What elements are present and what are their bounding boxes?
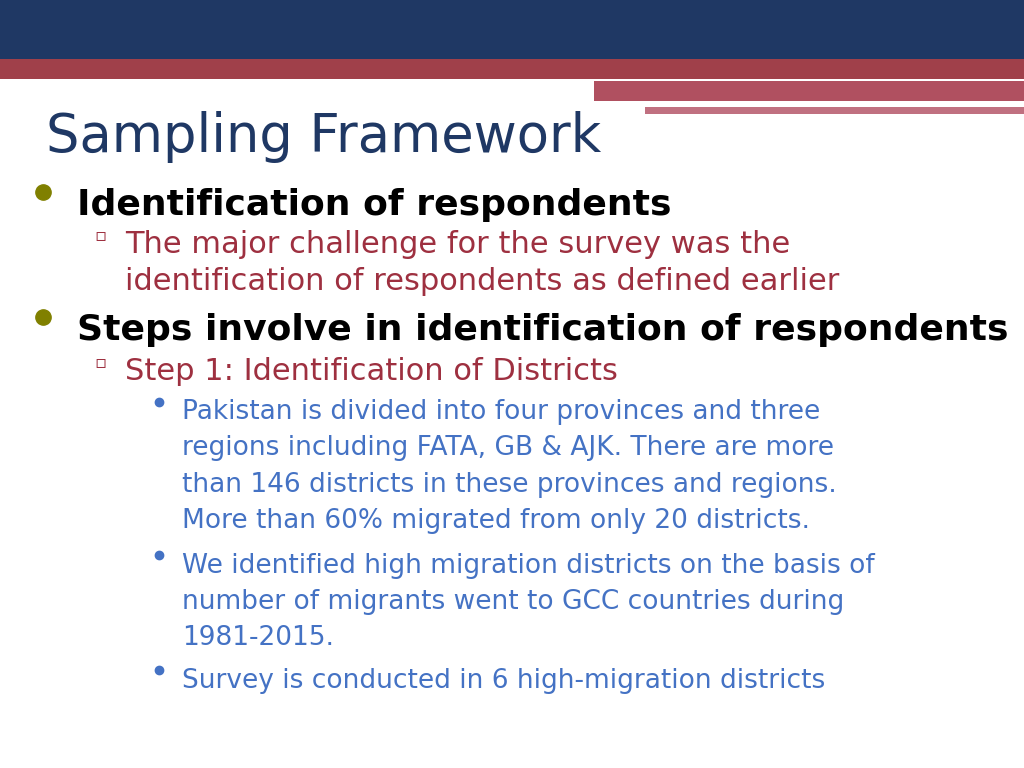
Text: Identification of respondents: Identification of respondents	[77, 188, 672, 222]
Text: 1981-2015.: 1981-2015.	[182, 625, 334, 651]
Bar	[0, 0, 1024, 59]
Text: number of migrants went to GCC countries during: number of migrants went to GCC countries…	[182, 589, 845, 615]
Text: More than 60% migrated from only 20 districts.: More than 60% migrated from only 20 dist…	[182, 508, 810, 534]
Bar	[594, 81, 1024, 101]
Text: ▫: ▫	[94, 227, 106, 245]
Bar	[645, 102, 1024, 107]
Text: than 146 districts in these provinces and regions.: than 146 districts in these provinces an…	[182, 472, 837, 498]
Text: Sampling Framework: Sampling Framework	[46, 111, 601, 164]
Text: ▫: ▫	[94, 354, 106, 372]
Text: Survey is conducted in 6 high-migration districts: Survey is conducted in 6 high-migration …	[182, 668, 825, 694]
Text: identification of respondents as defined earlier: identification of respondents as defined…	[125, 267, 840, 296]
Text: Pakistan is divided into four provinces and three: Pakistan is divided into four provinces …	[182, 399, 820, 425]
Text: regions including FATA, GB & AJK. There are more: regions including FATA, GB & AJK. There …	[182, 435, 835, 462]
Bar	[645, 104, 1024, 114]
Text: Step 1: Identification of Districts: Step 1: Identification of Districts	[125, 357, 617, 386]
Bar	[0, 59, 1024, 79]
Text: Steps involve in identification of respondents: Steps involve in identification of respo…	[77, 313, 1009, 347]
Text: We identified high migration districts on the basis of: We identified high migration districts o…	[182, 553, 876, 579]
Text: The major challenge for the survey was the: The major challenge for the survey was t…	[125, 230, 791, 260]
